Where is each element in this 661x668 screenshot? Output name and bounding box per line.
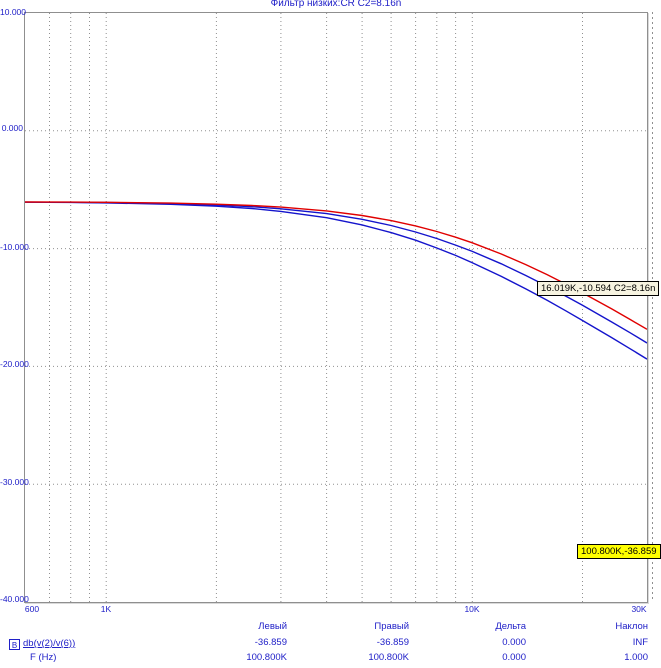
plot-area[interactable] bbox=[24, 12, 648, 603]
cursor-right-x-value: 100.800K bbox=[368, 652, 409, 663]
cursor-right-y-value: -36.859 bbox=[376, 637, 409, 648]
y-tick-label: -40.000 bbox=[0, 594, 29, 604]
curve-blue-lower[interactable] bbox=[25, 201, 647, 360]
cursor-left-y-value: -36.859 bbox=[254, 637, 287, 648]
cursor-delta-x-value: 0.000 bbox=[502, 652, 526, 663]
cursor-col-slope-header: Наклон bbox=[615, 621, 648, 632]
curve-blue-upper[interactable] bbox=[25, 201, 647, 344]
cursor-col-delta-header: Дельта bbox=[495, 621, 526, 632]
cursor-left-x-value: 100.800K bbox=[246, 652, 287, 663]
chart-canvas[interactable] bbox=[25, 13, 647, 602]
y-tick-label: 10.000 bbox=[0, 7, 26, 17]
signal-select-button[interactable]: B bbox=[9, 639, 20, 650]
x-tick-label: 10K bbox=[464, 604, 480, 614]
cursor-col-right-header: Правый bbox=[374, 621, 409, 632]
x-tick-label: 1K bbox=[100, 604, 112, 614]
x-tick-label: 30K bbox=[631, 604, 647, 614]
plot-title: Фильтр низких:CR C2=8.16n bbox=[270, 0, 402, 9]
x-tick-label: 600 bbox=[24, 604, 40, 614]
cursor-delta-y-value: 0.000 bbox=[502, 637, 526, 648]
datapoint-annotation[interactable]: 16.019K,-10.594 C2=8.16n bbox=[537, 281, 660, 296]
cursor-slope-x-value: 1.000 bbox=[624, 652, 648, 663]
cursor-slope-y-value: INF bbox=[632, 637, 648, 648]
cursor-readout-annotation[interactable]: 100.800K,-36.859 bbox=[577, 544, 661, 559]
y-tick-label: -10.000 bbox=[0, 242, 29, 252]
y-tick-label: -20.000 bbox=[0, 359, 29, 369]
x-expression-label: F (Hz) bbox=[30, 652, 57, 663]
signal-expression-link[interactable]: db(v(2)/v(6)) bbox=[23, 638, 76, 649]
cursor-col-left-header: Левый bbox=[258, 621, 287, 632]
cursor-line[interactable] bbox=[652, 12, 653, 601]
curve-red[interactable] bbox=[25, 201, 647, 330]
y-tick-label: -30.000 bbox=[0, 477, 29, 487]
y-tick-label: 0.000 bbox=[1, 123, 23, 133]
